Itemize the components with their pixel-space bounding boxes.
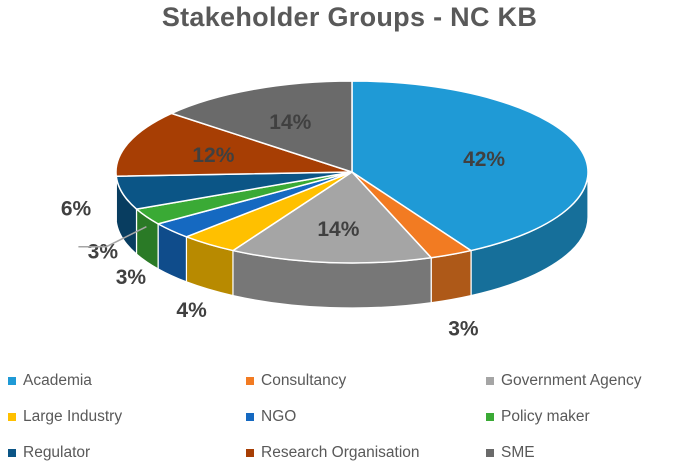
data-label-sme: 14%: [269, 111, 311, 134]
data-label-large-industry: 4%: [176, 299, 207, 322]
legend-item-sme: SME: [486, 442, 535, 464]
slice-research-organisation: [115, 112, 353, 177]
data-label-academia: 42%: [463, 148, 505, 171]
slice-sme: [170, 80, 353, 173]
slice-government-agency: [232, 171, 432, 264]
legend-swatch: [246, 449, 254, 457]
legend-swatch: [8, 449, 16, 457]
data-label-regulator: 6%: [61, 197, 92, 220]
legend-label: Government Agency: [501, 372, 642, 389]
legend-item-regulator: Regulator: [8, 442, 90, 464]
legend-label: Research Organisation: [261, 444, 420, 461]
legend-item-academia: Academia: [8, 370, 92, 392]
legend-item-research-organisation: Research Organisation: [246, 442, 420, 464]
legend-swatch: [486, 449, 494, 457]
data-label-consultancy: 3%: [448, 318, 479, 341]
legend-item-ngo: NGO: [246, 406, 296, 428]
legend-swatch: [486, 413, 494, 421]
data-label-policy-maker: 3%: [88, 241, 119, 264]
data-label-ngo: 3%: [116, 266, 147, 289]
data-label-government-agency: 14%: [317, 218, 359, 241]
legend-label: Consultancy: [261, 372, 347, 389]
legend-swatch: [8, 413, 16, 421]
leader-line-policy-maker: [78, 226, 147, 248]
legend-item-consultancy: Consultancy: [246, 370, 346, 392]
legend-label: Policy maker: [501, 408, 590, 425]
legend-label: Large Industry: [23, 408, 123, 425]
legend-item-government-agency: Government Agency: [486, 370, 641, 392]
legend-swatch: [246, 377, 254, 385]
data-label-research-organisation: 12%: [192, 144, 234, 167]
legend: Academia Consultancy Government Agency Larg…: [0, 368, 699, 468]
pie-plot: 42%3%14%4%3%3%6%12%14%: [61, 80, 589, 341]
legend-item-large-industry: Large Industry: [8, 406, 122, 428]
chart-title: Stakeholder Groups - NC KB: [161, 2, 538, 32]
legend-label: SME: [501, 444, 535, 461]
legend-swatch: [246, 413, 254, 421]
legend-label: Regulator: [23, 444, 91, 461]
slice-academia: [351, 80, 589, 252]
legend-label: Academia: [23, 372, 92, 389]
legend-swatch: [8, 377, 16, 385]
legend-swatch: [486, 377, 494, 385]
legend-label: NGO: [261, 408, 297, 425]
legend-item-policy-maker: Policy maker: [486, 406, 590, 428]
slice-side-consultancy: [430, 249, 472, 304]
